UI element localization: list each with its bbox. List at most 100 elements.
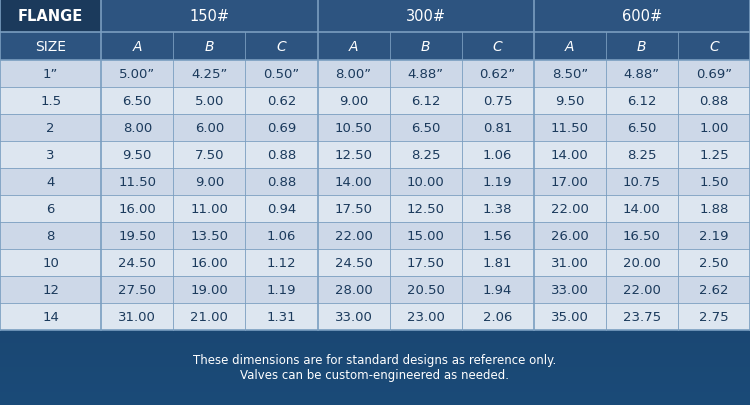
Bar [389,33,462,61]
Bar [173,115,245,142]
Bar [534,61,606,88]
Bar [462,168,534,196]
Text: 1.25: 1.25 [699,149,729,162]
Bar [462,88,534,115]
Text: 0.69: 0.69 [267,122,296,135]
Bar [0,28,750,32]
Bar [0,165,750,170]
Bar [173,61,245,88]
Bar [101,88,173,115]
Text: 1.81: 1.81 [483,256,512,269]
Text: 14.00: 14.00 [551,149,589,162]
Text: 28.00: 28.00 [334,284,373,296]
Text: 0.88: 0.88 [699,95,728,108]
Text: 0.94: 0.94 [267,202,296,215]
Bar [101,115,173,142]
Text: SIZE: SIZE [35,40,66,54]
Text: 10.75: 10.75 [622,175,661,189]
Bar [0,113,750,117]
Bar [101,33,173,61]
Bar [317,249,389,276]
Text: 35.00: 35.00 [550,310,589,323]
Bar [0,392,750,397]
Text: 19.00: 19.00 [190,284,228,296]
Bar [0,190,750,194]
Text: 6.12: 6.12 [411,95,440,108]
Bar [173,303,245,330]
Bar [173,249,245,276]
Bar [0,40,750,45]
Bar [0,323,750,328]
Bar [0,352,750,356]
Bar [101,303,173,330]
Bar [0,234,750,239]
Text: 12.50: 12.50 [406,202,445,215]
Bar [0,145,750,150]
Bar [0,68,750,73]
Text: 22.00: 22.00 [623,284,661,296]
Text: 24.50: 24.50 [334,256,373,269]
Bar [0,347,750,352]
Bar [101,61,173,88]
Text: 0.62: 0.62 [267,95,296,108]
Bar [678,168,750,196]
Text: 4: 4 [46,175,55,189]
Text: 3: 3 [46,149,55,162]
Bar [462,33,534,61]
Bar [0,198,750,202]
Bar [0,169,750,174]
Bar [0,266,750,271]
Text: 31.00: 31.00 [550,256,589,269]
Bar [0,222,750,227]
Text: 2.62: 2.62 [699,284,729,296]
Text: C: C [277,40,286,54]
Text: 2.75: 2.75 [699,310,729,323]
Text: 12.50: 12.50 [334,149,373,162]
Bar [317,276,389,303]
Text: 9.00: 9.00 [195,175,224,189]
Text: 6.50: 6.50 [627,122,656,135]
Text: These dimensions are for standard designs as reference only.: These dimensions are for standard design… [194,354,556,367]
Text: 20.50: 20.50 [406,284,445,296]
Bar [606,115,678,142]
Bar [606,142,678,168]
Bar [0,153,750,158]
Text: 19.50: 19.50 [118,230,156,243]
Bar [534,168,606,196]
Text: 33.00: 33.00 [550,284,589,296]
Bar [0,311,750,316]
Bar [0,254,750,259]
Text: 9.00: 9.00 [339,95,368,108]
Bar [0,96,750,101]
Text: 10.00: 10.00 [406,175,445,189]
Bar [462,249,534,276]
Bar [0,364,750,369]
Bar [534,88,606,115]
Text: A: A [565,40,574,54]
Bar [173,88,245,115]
Bar [245,168,317,196]
Bar [0,291,750,296]
Bar [0,271,750,275]
Bar [389,142,462,168]
Bar [606,88,678,115]
Bar [0,331,750,336]
Bar [678,196,750,222]
Bar [462,142,534,168]
Text: 27.50: 27.50 [118,284,156,296]
Bar [101,168,173,196]
Bar [0,384,750,389]
Bar [389,249,462,276]
Bar [0,226,750,231]
Text: 0.88: 0.88 [267,175,296,189]
Bar [0,283,750,288]
Bar [0,222,101,249]
Bar [317,303,389,330]
Text: 33.00: 33.00 [334,310,373,323]
Bar [0,19,750,24]
Bar [0,339,750,344]
Text: 17.50: 17.50 [334,202,373,215]
Bar [0,36,750,41]
Text: 0.75: 0.75 [483,95,512,108]
Text: 1.50: 1.50 [699,175,729,189]
